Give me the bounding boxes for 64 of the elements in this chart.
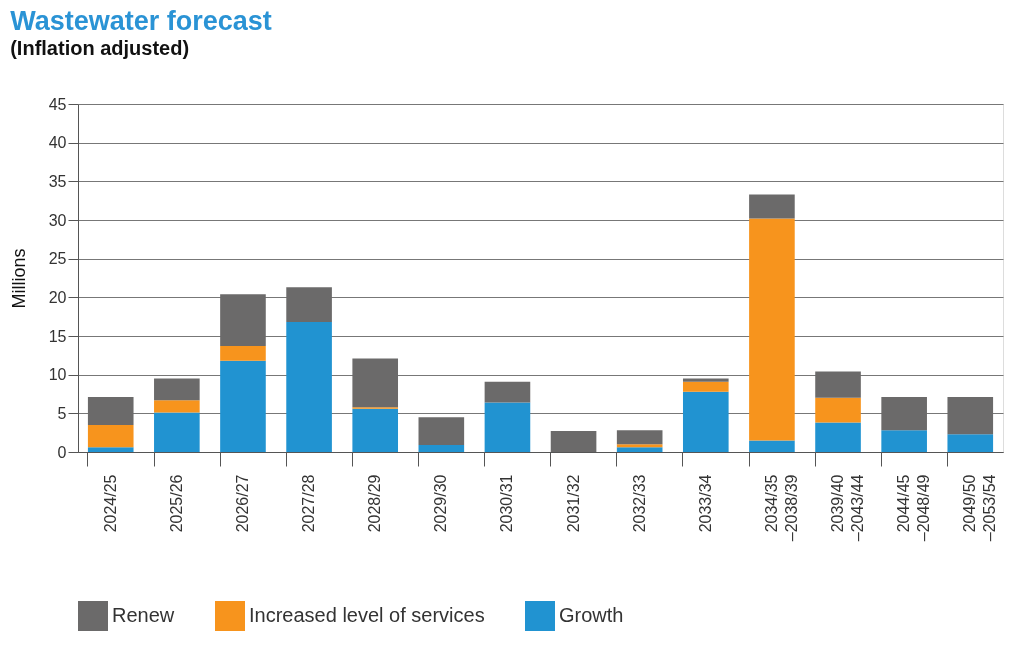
x-tick-label: 2024/25 [101, 474, 119, 533]
x-tick-label: 2030/31 [498, 474, 516, 533]
y-tick-label: 5 [57, 404, 67, 422]
bar [418, 417, 465, 446]
x-tick-label: 2025/26 [167, 474, 185, 533]
legend-label: Growth [559, 604, 624, 626]
bar [682, 391, 729, 452]
bar [220, 294, 266, 347]
y-axis-title: Millions [8, 248, 29, 309]
chart-title: Wastewater forecast [10, 6, 272, 36]
x-tick-label: 2034/35 –2038/39 [762, 474, 800, 542]
bar [947, 434, 994, 452]
y-tick-label: 35 [48, 172, 67, 190]
chart-subtitle: (Inflation adjusted) [10, 37, 190, 59]
bar [947, 397, 994, 435]
x-tick-label: 2026/27 [233, 474, 251, 533]
bar [418, 445, 465, 452]
x-tick-label: 2031/32 [564, 474, 582, 533]
x-tick-label: 2032/33 [630, 474, 648, 533]
bar [550, 431, 597, 452]
x-tick-label: 2029/30 [432, 474, 450, 533]
bar [352, 408, 399, 452]
bar [154, 378, 200, 401]
bar [616, 444, 663, 448]
bar [286, 322, 332, 452]
y-tick-label: 25 [48, 250, 67, 268]
x-tick-label: 2049/50 –2053/54 [961, 474, 999, 542]
bar [682, 381, 729, 392]
bar [881, 430, 927, 452]
legend-label: Increased level of services [249, 604, 485, 626]
legend-label: Renew [112, 604, 175, 626]
bar [749, 194, 795, 219]
bar [616, 447, 663, 452]
y-tick-label: 40 [48, 134, 67, 152]
bar [220, 360, 266, 452]
bar [87, 397, 134, 425]
bar [881, 397, 927, 431]
y-tick-label: 15 [48, 327, 67, 345]
bar [154, 412, 200, 452]
x-tick-label: 2028/29 [366, 474, 384, 533]
bar [286, 287, 332, 323]
bar [749, 440, 795, 452]
y-tick-label: 30 [48, 211, 67, 229]
bar [616, 430, 663, 445]
x-tick-label: 2027/28 [300, 474, 318, 533]
y-tick-label: 10 [48, 366, 67, 384]
bar [484, 402, 531, 452]
x-tick-label: 2044/45 –2048/49 [895, 474, 933, 542]
bar [154, 400, 200, 413]
bar [87, 447, 134, 452]
bar [220, 346, 266, 361]
bar [815, 422, 861, 452]
bar [484, 381, 531, 403]
bar [682, 378, 729, 382]
y-tick-label: 20 [48, 288, 67, 306]
y-tick-label: 0 [57, 443, 67, 461]
x-tick-label: 2039/40 –2043/44 [829, 474, 867, 542]
bar [87, 424, 134, 448]
y-tick-label: 45 [48, 95, 67, 113]
x-tick-label: 2033/34 [696, 474, 714, 533]
bar [749, 218, 795, 441]
bar [352, 358, 399, 408]
bar [815, 397, 861, 423]
bar [815, 371, 861, 398]
